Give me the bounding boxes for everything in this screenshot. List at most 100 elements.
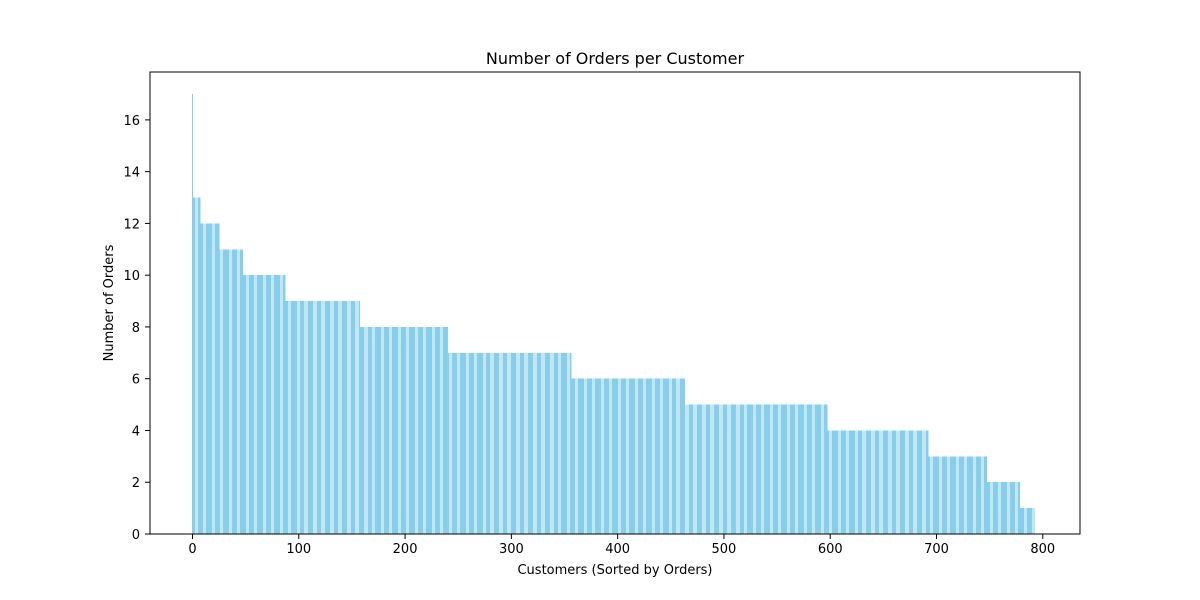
bar [330,301,332,534]
bar [720,404,722,534]
bar [509,352,511,534]
bar [645,378,647,534]
bar [401,326,403,534]
bar [757,404,759,534]
bar [381,326,383,534]
bar [1018,482,1020,534]
bar [312,301,314,534]
bar [822,404,824,534]
bar [756,404,758,534]
bar [981,456,983,534]
bar [251,275,253,534]
bar [844,430,846,534]
bar [563,352,564,534]
bar [875,430,877,534]
bar [200,223,202,535]
bar [736,404,738,534]
bar [305,301,307,534]
bar [922,430,924,534]
bar [464,352,466,534]
bar [303,301,305,534]
bar [966,456,968,534]
bar [406,326,408,534]
bar [194,197,196,535]
bar [901,430,902,534]
bar [400,326,402,534]
bar [793,404,795,534]
bar [384,326,386,534]
bar [868,430,869,534]
bar [472,352,474,534]
bar [527,352,529,534]
bar [293,301,294,534]
bar [919,430,920,534]
bar [778,404,780,534]
bar [632,378,633,534]
bar [223,249,225,534]
bar [857,430,859,534]
bar [701,404,703,534]
bar [699,404,700,534]
bar [609,378,611,534]
bar [626,378,628,534]
bar [612,378,614,534]
bar [828,430,830,534]
bar [559,352,561,534]
bar [880,430,882,534]
bar [862,430,864,534]
bar [583,378,585,534]
bar [315,301,317,534]
bar [860,430,862,534]
bar [353,301,355,534]
bar [607,378,609,534]
bar [404,326,406,534]
bar [418,326,420,534]
bar [569,352,571,534]
bar [643,378,645,534]
bar [544,352,546,534]
bar [954,456,956,534]
bar [987,482,988,534]
bar [789,404,791,534]
bar [1005,482,1007,534]
bar [635,378,637,534]
bar [654,378,656,534]
bar-group-12-orders [200,223,220,535]
bar [892,430,894,534]
bar [486,352,488,534]
bar [310,301,311,534]
bar [674,378,676,534]
bar [965,456,967,534]
bar [688,404,690,534]
bar [425,326,427,534]
bar [703,404,705,534]
bar [324,301,326,534]
bar [197,197,199,535]
bar [781,404,783,534]
bar [549,352,551,534]
bar [451,352,453,534]
bar [877,430,879,534]
bar [876,430,878,534]
bar [671,378,673,534]
bar [593,378,595,534]
bar [536,352,538,534]
y-axis: 0 2 4 6 8 10 12 14 16 [123,114,150,543]
bar [723,404,725,534]
bar [807,404,809,534]
bar [977,456,979,534]
bar [959,456,961,534]
bar [483,352,485,534]
x-tick-label: 800 [1030,542,1055,557]
y-tick-label: 14 [123,166,140,181]
bar [445,326,446,534]
bar [908,430,910,534]
bar [290,301,292,534]
bar [394,326,395,534]
bar [424,326,426,534]
bar [812,404,814,534]
bar [956,456,958,534]
bar [810,404,812,534]
bar [374,326,376,534]
bar [526,352,528,534]
